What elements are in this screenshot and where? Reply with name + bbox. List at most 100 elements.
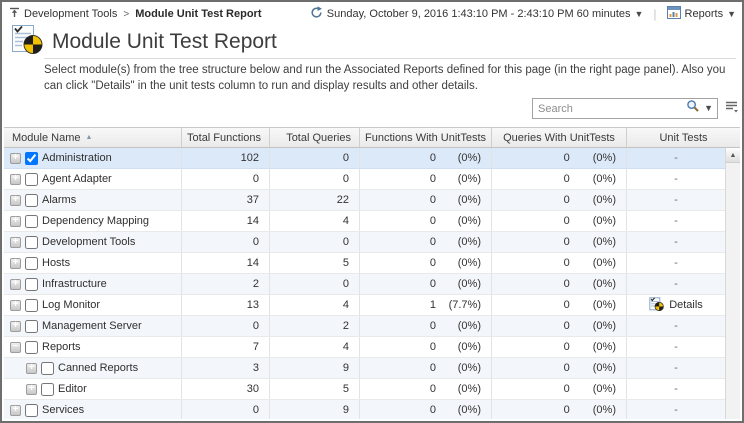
- module-checkbox[interactable]: [25, 172, 38, 186]
- header-total-functions[interactable]: Total Functions: [182, 128, 270, 147]
- module-name-cell: + Services: [4, 400, 182, 419]
- unit-tests-cell: -: [627, 358, 725, 378]
- table-row[interactable]: + Services 0 9 0 (0%) 0 (0%) -: [4, 400, 725, 419]
- functions-unittests-count: 0: [429, 236, 436, 248]
- module-name-label: Development Tools: [42, 236, 136, 248]
- module-checkbox[interactable]: [25, 277, 38, 291]
- table-row[interactable]: + Alarms 37 22 0 (0%) 0 (0%) -: [4, 190, 725, 211]
- details-link[interactable]: Details: [649, 296, 703, 314]
- table-row[interactable]: + Management Server 0 2 0 (0%) 0 (0%) -: [4, 316, 725, 337]
- module-checkbox[interactable]: [25, 214, 38, 228]
- functions-with-unittests-cell: 0 (0%): [360, 379, 492, 399]
- search-options-caret-icon[interactable]: ▼: [704, 103, 713, 114]
- expand-toggle[interactable]: +: [10, 236, 21, 248]
- search-icon[interactable]: [686, 99, 700, 118]
- queries-unittests-count: 0: [563, 299, 570, 311]
- functions-unittests-pct: (0%): [457, 215, 481, 227]
- module-checkbox[interactable]: [25, 256, 38, 270]
- module-checkbox[interactable]: [41, 361, 54, 375]
- header-queries-with-unittests[interactable]: Queries With UnitTests: [492, 128, 627, 147]
- expand-toggle[interactable]: +: [10, 299, 21, 311]
- module-checkbox[interactable]: [25, 235, 38, 249]
- expand-toggle[interactable]: +: [10, 404, 21, 416]
- time-range-label: Sunday, October 9, 2016 1:43:10 PM - 2:4…: [326, 8, 631, 20]
- functions-unittests-count: 0: [429, 278, 436, 290]
- expand-toggle[interactable]: +: [10, 320, 21, 332]
- queries-unittests-pct: (0%): [592, 383, 616, 395]
- expand-toggle[interactable]: +: [26, 362, 37, 374]
- queries-unittests-pct: (0%): [592, 404, 616, 416]
- expand-toggle[interactable]: +: [10, 152, 21, 164]
- table-header: Module Name ▲ Total Functions Total Quer…: [4, 127, 740, 148]
- expand-toggle[interactable]: −: [10, 341, 21, 353]
- expand-toggle[interactable]: +: [10, 173, 21, 185]
- queries-unittests-count: 0: [563, 194, 570, 206]
- table-row[interactable]: + Log Monitor 13 4 1 (7.7%) 0 (0%): [4, 295, 725, 316]
- unit-tests-dash: -: [674, 320, 678, 332]
- table-row[interactable]: − Reports 7 4 0 (0%) 0 (0%) -: [4, 337, 725, 358]
- functions-unittests-count: 0: [429, 215, 436, 227]
- functions-unittests-count: 0: [429, 173, 436, 185]
- table-row[interactable]: + Infrastructure 2 0 0 (0%) 0 (0%) -: [4, 274, 725, 295]
- module-checkbox[interactable]: [41, 382, 54, 396]
- table-row[interactable]: + Editor 30 5 0 (0%) 0 (0%) -: [4, 379, 725, 400]
- column-chooser-icon[interactable]: [725, 100, 738, 118]
- module-checkbox[interactable]: [25, 319, 38, 333]
- functions-unittests-count: 0: [429, 383, 436, 395]
- total-queries-cell: 9: [270, 358, 360, 378]
- header-module-name[interactable]: Module Name ▲: [4, 128, 182, 147]
- sort-asc-icon: ▲: [85, 134, 93, 141]
- total-functions-cell: 0: [182, 232, 270, 252]
- module-name-cell: − Reports: [4, 337, 182, 357]
- module-name-label: Hosts: [42, 257, 71, 269]
- title-divider: [44, 58, 736, 59]
- title-row: Module Unit Test Report: [2, 24, 742, 58]
- table-row[interactable]: + Agent Adapter 0 0 0 (0%) 0 (0%) -: [4, 169, 725, 190]
- scroll-up-button[interactable]: ▲: [726, 148, 740, 163]
- module-name-cell: + Management Server: [4, 316, 182, 336]
- table-row[interactable]: + Hosts 14 5 0 (0%) 0 (0%) -: [4, 253, 725, 274]
- queries-with-unittests-cell: 0 (0%): [492, 232, 627, 252]
- vertical-scrollbar[interactable]: ▲: [725, 148, 740, 419]
- module-checkbox[interactable]: [25, 151, 38, 165]
- functions-with-unittests-cell: 0 (0%): [360, 358, 492, 378]
- expand-toggle[interactable]: +: [10, 194, 21, 206]
- header-total-queries[interactable]: Total Queries: [270, 128, 360, 147]
- module-checkbox[interactable]: [25, 340, 38, 354]
- table-row[interactable]: + Dependency Mapping 14 4 0 (0%) 0 (0%) …: [4, 211, 725, 232]
- module-checkbox[interactable]: [25, 298, 38, 312]
- queries-with-unittests-cell: 0 (0%): [492, 274, 627, 294]
- module-name-cell: + Alarms: [4, 190, 182, 210]
- queries-with-unittests-cell: 0 (0%): [492, 253, 627, 273]
- up-level-icon[interactable]: [9, 7, 20, 21]
- table-row[interactable]: + Development Tools 0 0 0 (0%) 0 (0%) -: [4, 232, 725, 253]
- reports-menu-button[interactable]: Reports ▼: [666, 6, 736, 22]
- breadcrumb-parent[interactable]: Development Tools: [24, 8, 118, 20]
- expand-toggle[interactable]: +: [10, 278, 21, 290]
- functions-with-unittests-cell: 0 (0%): [360, 337, 492, 357]
- time-range-selector[interactable]: Sunday, October 9, 2016 1:43:10 PM - 2:4…: [310, 6, 643, 22]
- expand-toggle[interactable]: +: [10, 215, 21, 227]
- module-checkbox[interactable]: [25, 403, 38, 417]
- queries-with-unittests-cell: 0 (0%): [492, 148, 627, 168]
- functions-with-unittests-cell: 0 (0%): [360, 190, 492, 210]
- total-functions-cell: 37: [182, 190, 270, 210]
- table-row[interactable]: + Administration 102 0 0 (0%) 0 (0%) -: [4, 148, 725, 169]
- search-input[interactable]: [533, 102, 687, 115]
- queries-unittests-pct: (0%): [592, 362, 616, 374]
- queries-unittests-pct: (0%): [592, 278, 616, 290]
- header-unit-tests[interactable]: Unit Tests: [659, 131, 708, 144]
- header-functions-with-unittests[interactable]: Functions With UnitTests: [360, 128, 492, 147]
- total-functions-cell: 0: [182, 316, 270, 336]
- functions-unittests-count: 0: [429, 320, 436, 332]
- table-row[interactable]: + Canned Reports 3 9 0 (0%) 0 (0%) -: [4, 358, 725, 379]
- expand-toggle[interactable]: +: [10, 257, 21, 269]
- functions-with-unittests-cell: 0 (0%): [360, 316, 492, 336]
- module-name-label: Administration: [42, 152, 112, 164]
- module-checkbox[interactable]: [25, 193, 38, 207]
- module-name-label: Infrastructure: [42, 278, 107, 290]
- expand-toggle[interactable]: +: [26, 383, 37, 395]
- module-name-cell: + Infrastructure: [4, 274, 182, 294]
- queries-unittests-pct: (0%): [592, 194, 616, 206]
- functions-with-unittests-cell: 0 (0%): [360, 148, 492, 168]
